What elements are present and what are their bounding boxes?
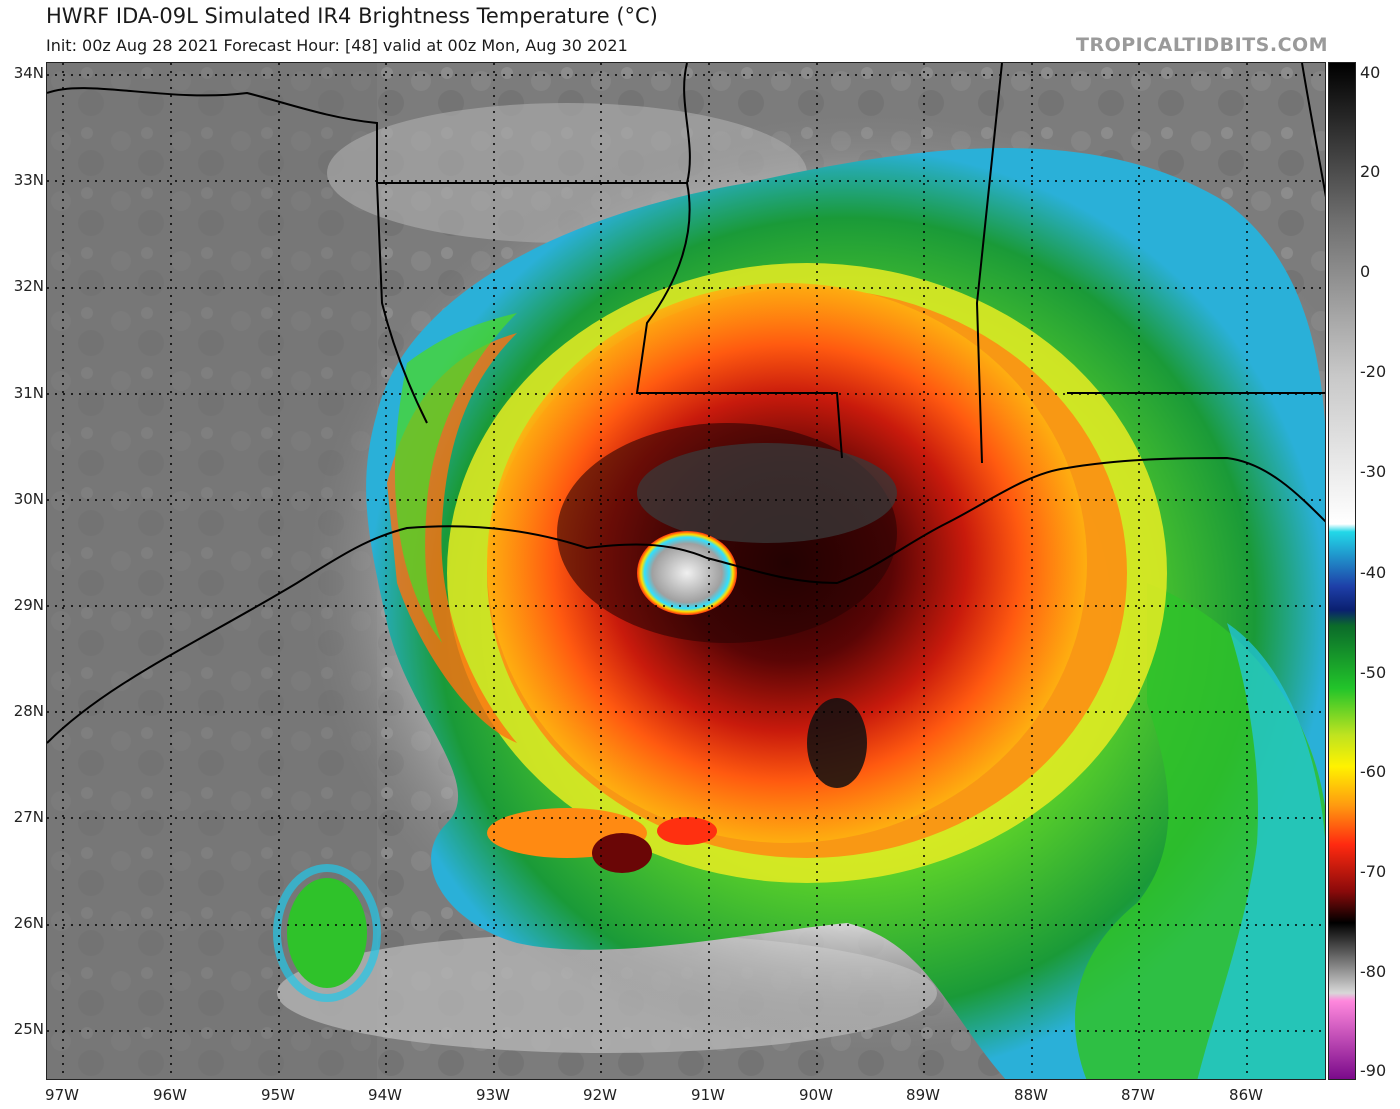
colorbar-label: -20: [1360, 362, 1387, 381]
lon-label: 94W: [368, 1086, 402, 1104]
temperature-colorbar: [1328, 62, 1356, 1080]
lon-label: 96W: [153, 1086, 187, 1104]
lon-label: 87W: [1121, 1086, 1155, 1104]
lon-label: 91W: [691, 1086, 725, 1104]
lon-label: 86W: [1229, 1086, 1263, 1104]
lon-label: 95W: [261, 1086, 295, 1104]
lon-label: 90W: [799, 1086, 833, 1104]
colorbar-label: -40: [1360, 563, 1387, 582]
colorbar-label: -60: [1360, 762, 1387, 781]
colorbar-label: -30: [1360, 462, 1387, 481]
lat-label: 34N: [13, 64, 44, 82]
lat-label: 28N: [13, 702, 44, 720]
lat-label: 29N: [13, 596, 44, 614]
lat-label: 31N: [13, 384, 44, 402]
colorbar-label: -70: [1360, 862, 1387, 881]
site-watermark: TROPICALTIDBITS.COM: [1076, 34, 1329, 56]
lat-label: 27N: [13, 808, 44, 826]
colorbar-label: -90: [1360, 1061, 1387, 1080]
colorbar-label: -50: [1360, 663, 1387, 682]
colorbar-label: 20: [1360, 162, 1381, 181]
lat-label: 32N: [13, 277, 44, 295]
lon-label: 88W: [1014, 1086, 1048, 1104]
satellite-map: [46, 62, 1326, 1080]
lon-label: 97W: [45, 1086, 79, 1104]
lon-label: 93W: [476, 1086, 510, 1104]
lat-label: 25N: [13, 1020, 44, 1038]
colorbar-label: 0: [1360, 262, 1371, 281]
lat-label: 26N: [13, 914, 44, 932]
colorbar-label: 40: [1360, 63, 1381, 82]
map-subtitle: Init: 00z Aug 28 2021 Forecast Hour: [48…: [46, 36, 628, 55]
coastlines-borders: [47, 63, 1325, 744]
colorbar-label: -80: [1360, 962, 1387, 981]
hurricane-eye: [637, 531, 737, 615]
lat-label: 33N: [13, 171, 44, 189]
map-title: HWRF IDA-09L Simulated IR4 Brightness Te…: [46, 4, 658, 28]
map-canvas: [47, 63, 1325, 1079]
lon-label: 89W: [906, 1086, 940, 1104]
lat-label: 30N: [13, 490, 44, 508]
lon-label: 92W: [583, 1086, 617, 1104]
lat-lon-grid: [47, 63, 1325, 1079]
